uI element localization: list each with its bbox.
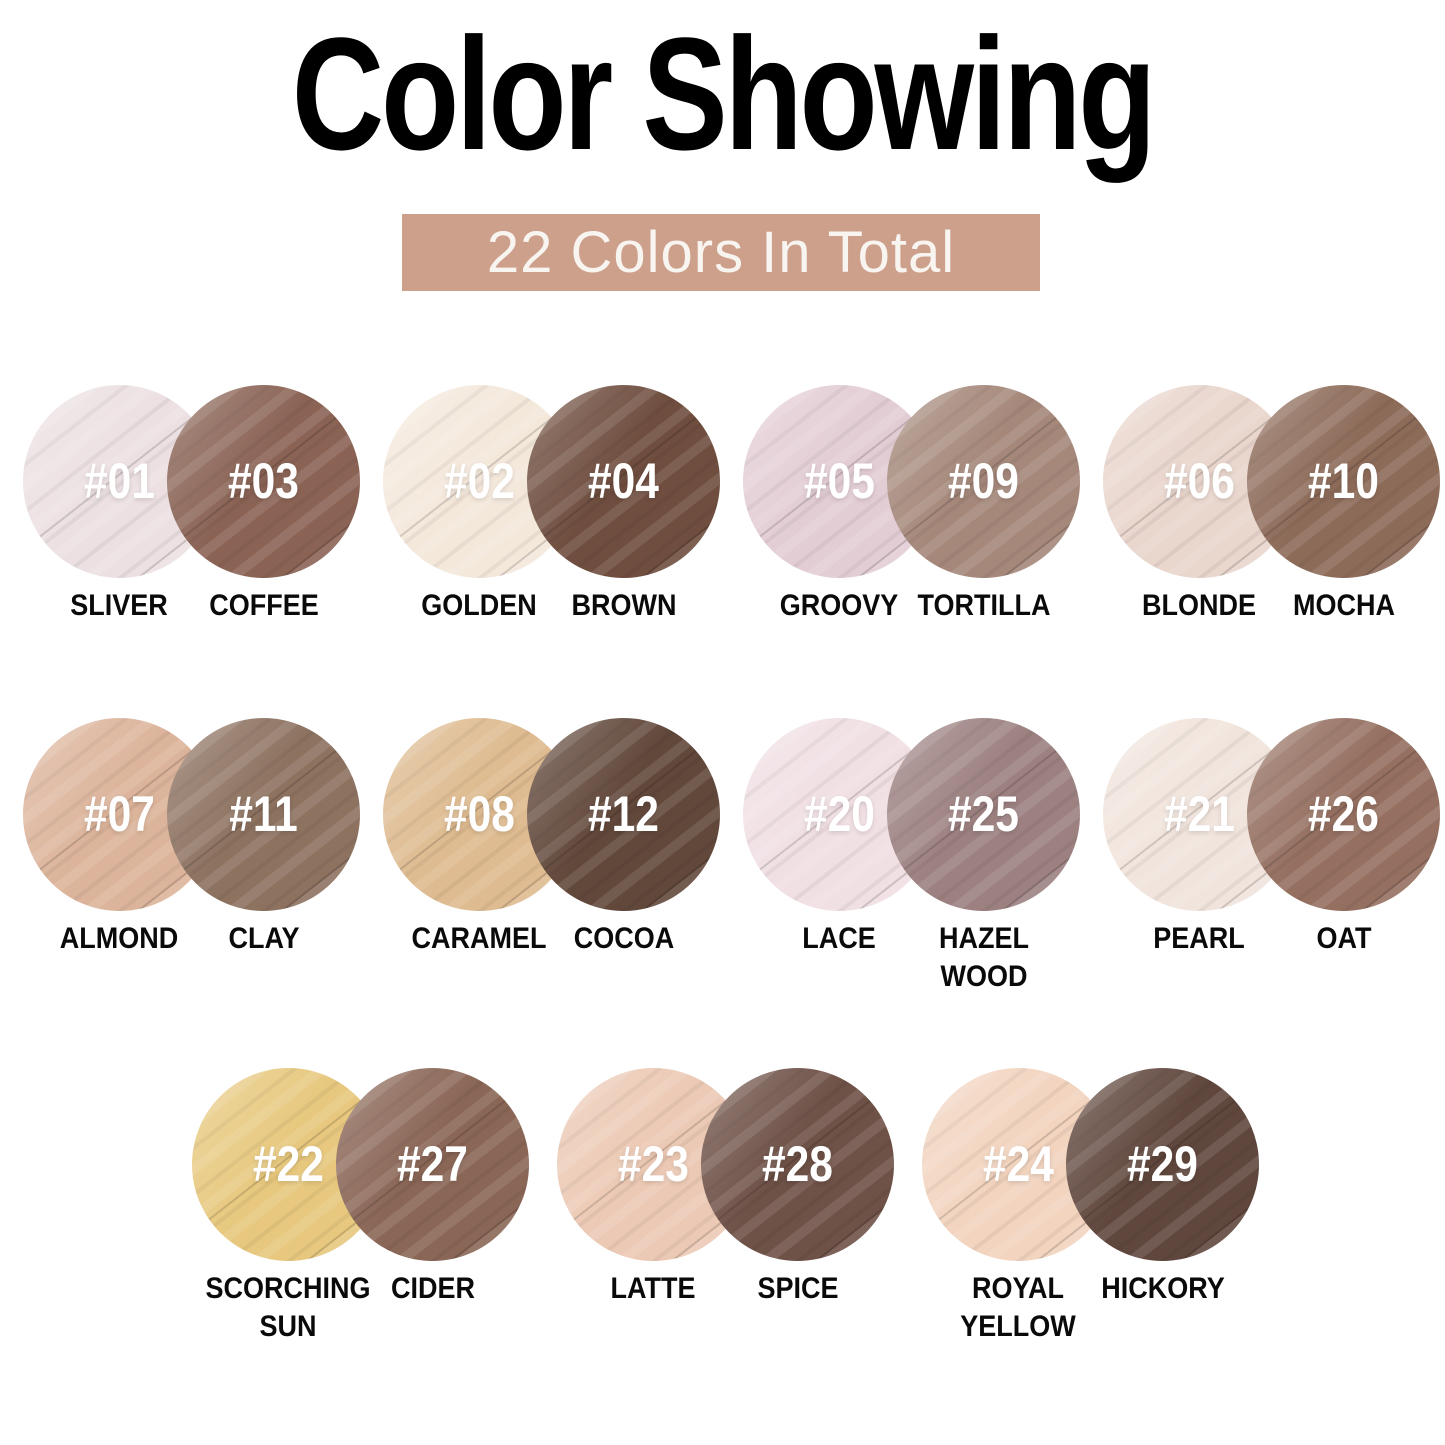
shade-name-dark: OAT	[1316, 922, 1372, 955]
shade-swatch-dark: #10	[1247, 385, 1440, 578]
shade-name-light: LACE	[802, 922, 876, 955]
shade-number-light: #02	[444, 452, 515, 509]
shade-pair: #02 #04 GOLDEN BROWN	[383, 385, 720, 675]
shade-number-dark: #26	[1308, 785, 1379, 842]
shade-name-dark: TORTILLA	[917, 589, 1051, 622]
page-title: Color Showing	[291, 4, 1157, 183]
shade-number-dark: #28	[762, 1135, 833, 1192]
shade-number-dark: #27	[397, 1135, 468, 1192]
shade-number-dark: #25	[948, 785, 1019, 842]
swatch-row: #01 #03 SLIVER COFFEE #02 #04 GOLDEN BRO…	[23, 385, 1440, 675]
shade-pair: #21 #26 PEARL OAT	[1103, 718, 1440, 1008]
shade-pair: #05 #09 GROOVY TORTILLA	[743, 385, 1080, 675]
shade-swatch-dark: #04	[527, 385, 720, 578]
shade-name-light: LATTE	[610, 1272, 696, 1305]
shade-number-light: #05	[804, 452, 875, 509]
shade-swatch-dark: #03	[167, 385, 360, 578]
shade-name-dark: CIDER	[390, 1272, 476, 1305]
shade-swatch-dark: #26	[1247, 718, 1440, 911]
shade-name-light: SCORCHING SUN	[205, 1272, 371, 1343]
shade-swatch-dark: #25	[887, 718, 1080, 911]
shade-name-light: BLONDE	[1141, 589, 1257, 622]
shade-swatch-dark: #09	[887, 385, 1080, 578]
shade-swatch-dark: #11	[167, 718, 360, 911]
banner-text: 22 Colors In Total	[486, 220, 956, 285]
shade-number-dark: #11	[229, 785, 298, 842]
shade-number-light: #24	[983, 1135, 1054, 1192]
shade-name-dark: COCOA	[573, 922, 675, 955]
shade-number-light: #23	[618, 1135, 689, 1192]
shade-swatch-dark: #12	[527, 718, 720, 911]
shade-name-dark: CLAY	[228, 922, 300, 955]
shade-name-dark: HAZEL WOOD	[939, 922, 1029, 993]
shade-number-dark: #09	[948, 452, 1019, 509]
shade-swatch-dark: #27	[336, 1068, 529, 1261]
shade-name-dark: SPICE	[757, 1272, 839, 1305]
shade-name-dark: HICKORY	[1101, 1272, 1225, 1305]
shade-pair: #01 #03 SLIVER COFFEE	[23, 385, 360, 675]
banner: 22 Colors In Total	[402, 214, 1040, 291]
shade-number-dark: #03	[228, 452, 299, 509]
shade-name-light: CARAMEL	[411, 922, 547, 955]
shade-number-dark: #10	[1308, 452, 1379, 509]
shade-pair: #23 #28 LATTE SPICE	[557, 1068, 894, 1358]
shade-number-light: #22	[253, 1135, 324, 1192]
shade-number-light: #07	[84, 785, 155, 842]
shade-pair: #24 #29 ROYAL YELLOW HICKORY	[922, 1068, 1259, 1358]
shade-pair: #07 #11 ALMOND CLAY	[23, 718, 360, 1008]
swatch-row: #22 #27 SCORCHING SUN CIDER #23 #28 LATT…	[192, 1068, 1259, 1358]
shade-name-light: ALMOND	[59, 922, 179, 955]
shade-name-light: GROOVY	[779, 589, 899, 622]
shade-name-dark: BROWN	[571, 589, 677, 622]
shade-pair: #22 #27 SCORCHING SUN CIDER	[192, 1068, 529, 1358]
shade-swatch-light: #07	[23, 718, 216, 911]
shade-number-dark: #04	[588, 452, 659, 509]
shade-swatch-dark: #29	[1066, 1068, 1259, 1261]
shade-name-light: GOLDEN	[421, 589, 537, 622]
shade-number-light: #20	[804, 785, 875, 842]
shade-pair: #20 #25 LACE HAZEL WOOD	[743, 718, 1080, 1008]
shade-name-light: PEARL	[1153, 922, 1245, 955]
shade-number-light: #21	[1164, 785, 1235, 842]
shade-name-light: ROYAL YELLOW	[960, 1272, 1076, 1343]
shade-swatch-light: #02	[383, 385, 576, 578]
shade-pair: #06 #10 BLONDE MOCHA	[1103, 385, 1440, 675]
shade-swatch-dark: #28	[701, 1068, 894, 1261]
shade-name-dark: MOCHA	[1293, 589, 1395, 622]
shade-name-light: SLIVER	[70, 589, 168, 622]
shade-number-light: #01	[84, 452, 155, 509]
shade-number-dark: #29	[1127, 1135, 1198, 1192]
shade-number-dark: #12	[588, 785, 659, 842]
shade-pair: #08 #12 CARAMEL COCOA	[383, 718, 720, 1008]
shade-number-light: #06	[1164, 452, 1235, 509]
shade-number-light: #08	[444, 785, 515, 842]
shade-name-dark: COFFEE	[209, 589, 319, 622]
swatch-row: #07 #11 ALMOND CLAY #08 #12 CARAMEL COCO…	[23, 718, 1440, 1008]
